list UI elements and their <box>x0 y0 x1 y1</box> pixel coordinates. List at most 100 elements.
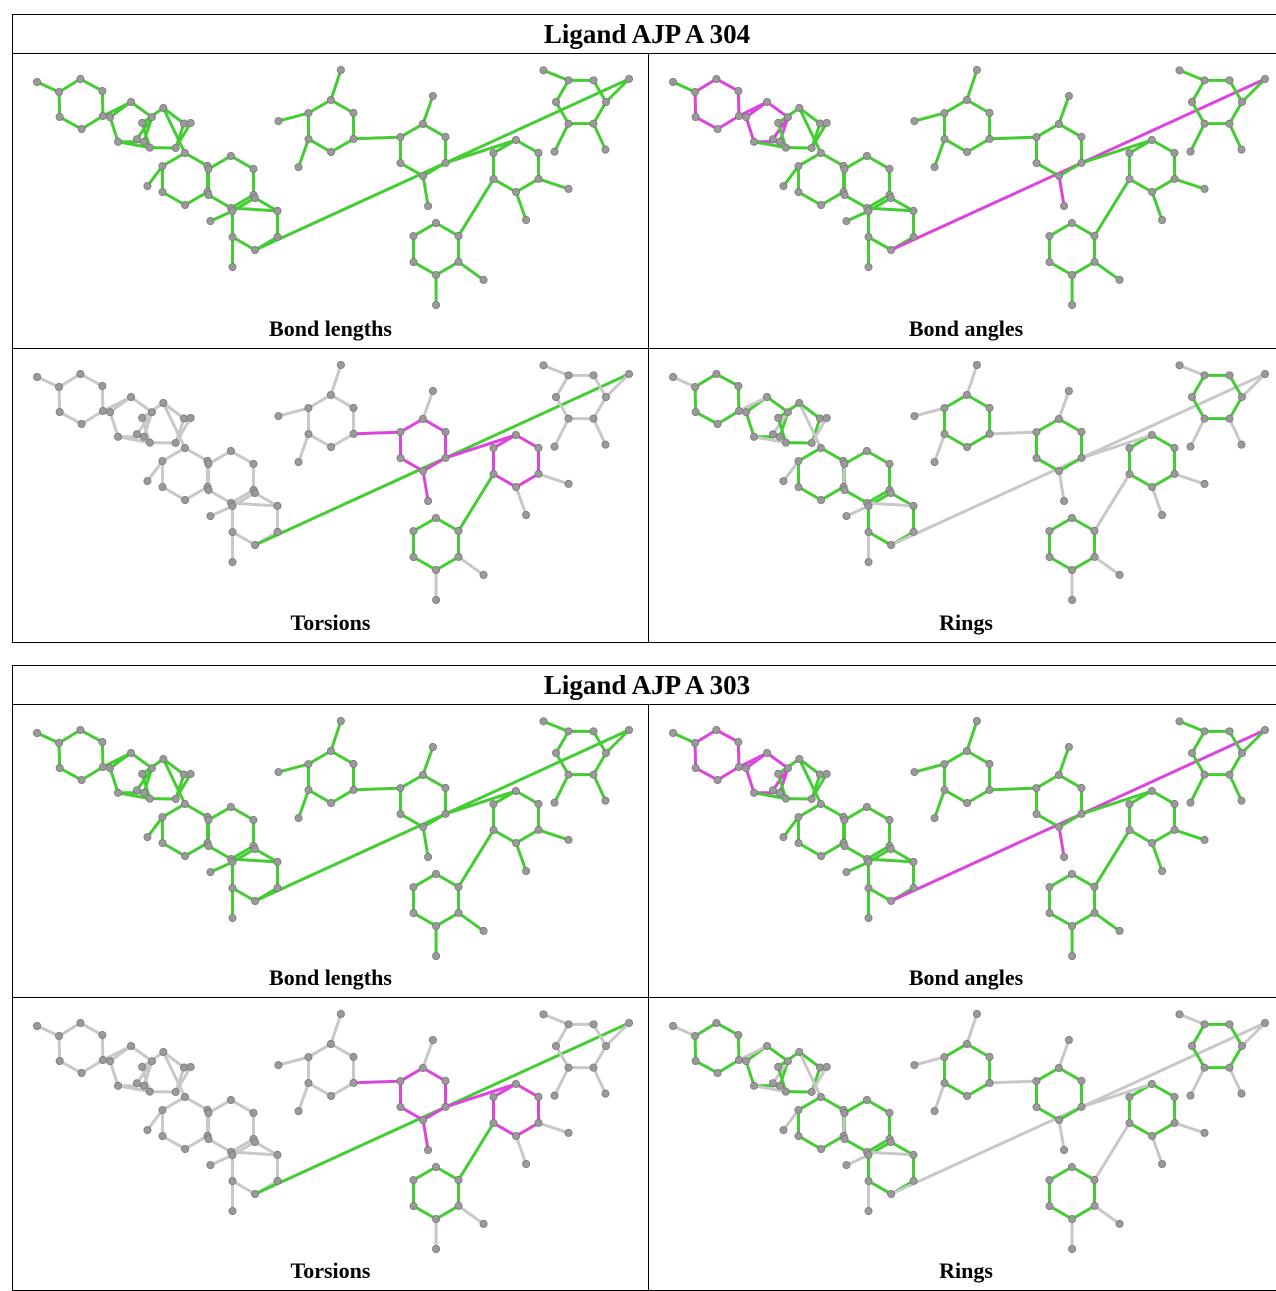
atom <box>350 786 357 793</box>
bond <box>1152 1136 1162 1164</box>
atom <box>775 119 782 126</box>
atom <box>973 1010 980 1017</box>
atom <box>327 747 334 754</box>
bond <box>555 775 569 803</box>
atom <box>160 755 167 762</box>
atom <box>229 1151 236 1158</box>
bond <box>354 788 401 790</box>
atom <box>480 927 487 934</box>
atom <box>941 1079 948 1086</box>
atom <box>865 914 872 921</box>
atom <box>148 409 155 416</box>
atom <box>419 467 426 474</box>
atom <box>602 1042 609 1049</box>
atom <box>1238 797 1245 804</box>
atom <box>784 409 791 416</box>
atom <box>146 1088 153 1095</box>
atom <box>522 1160 529 1167</box>
atom <box>480 571 487 578</box>
atom <box>1055 1064 1062 1071</box>
bond <box>1082 435 1152 458</box>
atom <box>1261 726 1268 733</box>
atom <box>565 415 572 422</box>
atom <box>551 799 558 806</box>
bond <box>1094 179 1129 236</box>
atom <box>181 852 188 859</box>
atom <box>823 119 830 126</box>
atom <box>480 1220 487 1227</box>
atom <box>159 1106 166 1113</box>
bond <box>935 139 945 167</box>
atom <box>522 867 529 874</box>
atom <box>250 165 257 172</box>
atom <box>33 78 40 85</box>
atom <box>522 511 529 518</box>
bond <box>1230 775 1242 801</box>
atom <box>931 163 938 170</box>
atom <box>275 412 282 419</box>
atom <box>180 1064 187 1071</box>
bond <box>354 137 401 139</box>
atom <box>1148 136 1155 143</box>
bond <box>539 474 569 484</box>
atom <box>207 217 214 224</box>
atom <box>750 789 757 796</box>
bond <box>1094 830 1129 887</box>
atom <box>229 914 236 921</box>
atom <box>350 404 357 411</box>
table-title: Ligand AJP A 304 <box>13 15 1276 54</box>
atom <box>775 1063 782 1070</box>
atom <box>139 770 146 777</box>
atom <box>1055 120 1062 127</box>
atom <box>1201 120 1208 127</box>
bond <box>1059 176 1064 206</box>
atom <box>841 1109 848 1116</box>
atom <box>625 75 632 82</box>
bond <box>1180 70 1205 80</box>
atom <box>442 810 449 817</box>
atom <box>714 420 721 427</box>
atom <box>337 1010 344 1017</box>
bond <box>446 1084 516 1107</box>
atom <box>795 188 802 195</box>
atom <box>1238 146 1245 153</box>
bond <box>423 96 433 124</box>
atom <box>397 133 404 140</box>
atom <box>144 833 151 840</box>
atom <box>763 393 770 400</box>
atom <box>350 1079 357 1086</box>
atom <box>106 1058 113 1065</box>
atom <box>1201 771 1208 778</box>
atom <box>963 1092 970 1099</box>
panel: Bond lengths <box>13 705 649 998</box>
bond <box>1094 474 1129 531</box>
atom <box>602 98 609 105</box>
atom <box>99 738 106 745</box>
atom <box>1226 77 1233 84</box>
atom <box>986 1053 993 1060</box>
atom <box>274 233 281 240</box>
bond <box>967 365 977 395</box>
atom <box>432 301 439 308</box>
atom <box>144 1126 151 1133</box>
atom <box>133 1080 140 1087</box>
atom <box>172 439 179 446</box>
atom <box>1226 372 1233 379</box>
atom <box>602 146 609 153</box>
atom <box>1188 98 1195 105</box>
atom <box>180 415 187 422</box>
bond <box>446 435 516 458</box>
bond <box>555 419 569 447</box>
atom <box>229 1207 236 1214</box>
atom <box>973 66 980 73</box>
atom <box>106 409 113 416</box>
atom <box>1238 749 1245 756</box>
atom <box>1226 1021 1233 1028</box>
atom <box>1060 202 1067 209</box>
atom <box>763 98 770 105</box>
bond <box>1191 124 1205 152</box>
atom <box>229 233 236 240</box>
atom <box>750 433 757 440</box>
atom <box>1171 470 1178 477</box>
atom <box>1126 800 1133 807</box>
